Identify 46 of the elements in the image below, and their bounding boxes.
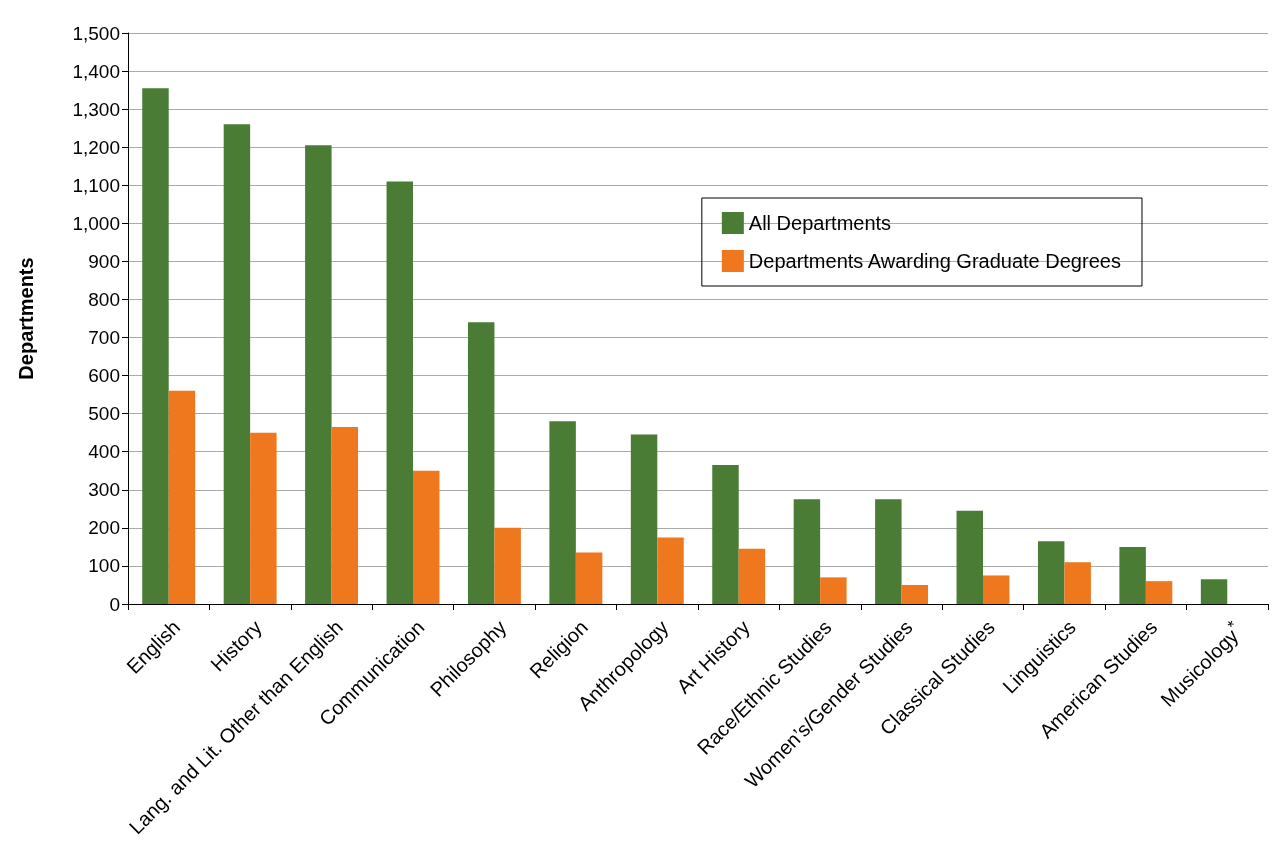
y-axis-title: Departments (15, 257, 37, 380)
bar (549, 421, 576, 604)
bar (1200, 579, 1228, 604)
y-tick-label: 700 (88, 327, 120, 349)
y-tick-label: 0 (109, 593, 120, 615)
y-tick-label: 500 (88, 403, 120, 425)
bar (738, 548, 766, 604)
bar (793, 499, 821, 604)
bar (901, 584, 929, 604)
y-tick-label: 200 (88, 517, 120, 539)
bar (983, 575, 1010, 604)
bar (1064, 562, 1091, 604)
bar (413, 470, 440, 604)
bar (1119, 546, 1146, 604)
y-tick-label: 1,400 (72, 60, 120, 82)
y-tick-label: 100 (88, 555, 120, 577)
y-tick-label: 800 (88, 288, 120, 310)
legend-label: Departments Awarding Graduate Degrees (748, 250, 1121, 272)
bar (712, 465, 739, 604)
bar (820, 577, 847, 604)
bar (575, 552, 603, 604)
bar (386, 181, 413, 604)
bar (494, 527, 521, 604)
y-tick-label: 1,000 (72, 212, 120, 234)
y-tick-label: 900 (88, 250, 120, 272)
legend-label: All Departments (748, 212, 892, 234)
y-tick-label: 1,500 (72, 22, 120, 44)
y-tick-label: 1,200 (72, 136, 120, 158)
bar (142, 88, 169, 604)
bar (630, 434, 658, 604)
bar (305, 145, 332, 604)
y-tick-label: 1,300 (72, 98, 120, 120)
y-tick-label: 400 (88, 441, 120, 463)
y-tick-label: 600 (88, 365, 120, 387)
bar (657, 537, 684, 604)
bar (250, 432, 277, 604)
y-tick-label: 300 (88, 479, 120, 501)
bar (223, 124, 251, 604)
bar (1037, 541, 1065, 604)
bar (331, 426, 359, 604)
bar (168, 390, 196, 604)
bar (467, 322, 495, 604)
bar (956, 510, 983, 604)
y-tick-label: 1,100 (72, 174, 120, 196)
bar (875, 499, 902, 604)
bar (1145, 581, 1173, 604)
